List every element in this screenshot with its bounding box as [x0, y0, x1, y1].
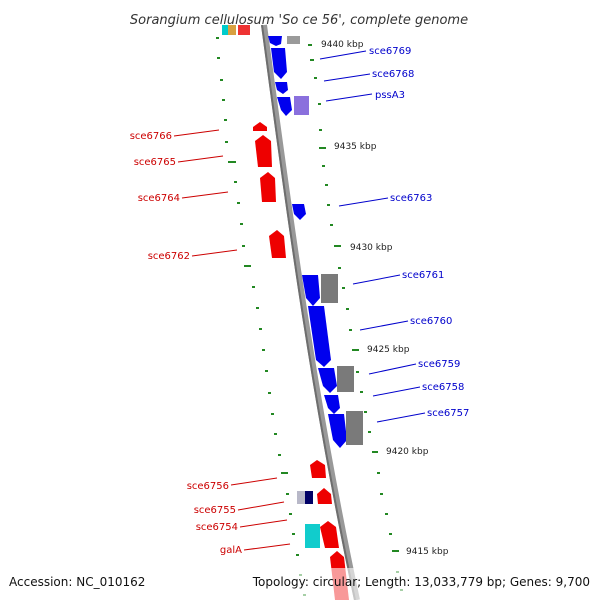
gene-sce6756-arrow — [310, 460, 326, 478]
gene-sce6758-arrow — [324, 395, 340, 414]
genome-backbone-shade — [261, 24, 356, 600]
gene-label-sce6766[interactable]: sce6766 — [130, 131, 172, 142]
map-title: Sorangium cellulosum 'So ce 56', complet… — [130, 13, 468, 28]
footer-band — [0, 568, 600, 600]
gene-label-sce6764[interactable]: sce6764 — [138, 193, 180, 204]
gene-gala-cyan — [305, 524, 320, 548]
gene-sce6762-arrow — [269, 230, 286, 258]
gene-sce6768-arrow — [271, 48, 287, 79]
outer-tick-track — [308, 44, 403, 591]
gene-label-sce6769[interactable]: sce6769 — [369, 46, 411, 57]
gene-pssa3-arrow — [277, 97, 292, 116]
gene-sce6763-arrow — [292, 204, 306, 220]
gene-label-sce6756[interactable]: sce6756 — [187, 481, 229, 492]
gene-label-pssa3[interactable]: pssA3 — [375, 90, 405, 101]
gene-sce6765-arrow — [255, 135, 272, 167]
top-edge-genes — [222, 25, 250, 35]
forward-gene-labels: sce6769 sce6768 pssA3 sce6763 sce6761 sc… — [369, 46, 469, 419]
gene-sce6769-arrow — [268, 36, 282, 46]
gene-sce6761-grey — [321, 274, 338, 303]
gene-sce6754-arrow — [320, 521, 339, 548]
kbp-marker: 9430 kbp — [350, 243, 393, 253]
gene-label-sce6763[interactable]: sce6763 — [390, 193, 432, 204]
gene-sce6757-arrow — [328, 414, 347, 448]
kbp-markers: 9440 kbp 9435 kbp 9430 kbp 9425 kbp 9420… — [321, 40, 449, 557]
gene-label-gala[interactable]: galA — [220, 545, 242, 556]
gene-sce6764-arrow — [260, 172, 276, 202]
accession-text: Accession: NC_010162 — [9, 575, 145, 589]
gene-sce6759-grey — [337, 366, 354, 392]
gene-label-sce6768[interactable]: sce6768 — [372, 69, 414, 80]
gene-sce6768b-arrow — [275, 82, 288, 94]
gene-sce6766-arrow — [253, 122, 267, 131]
gene-sce6755-light — [297, 491, 305, 504]
pseudo-gene-top — [287, 36, 300, 44]
reverse-strand-genes — [253, 122, 349, 600]
gene-label-sce6760[interactable]: sce6760 — [410, 316, 452, 327]
gene-label-sce6755[interactable]: sce6755 — [194, 505, 236, 516]
forward-leader-lines — [319, 50, 426, 423]
reverse-leader-lines — [173, 129, 291, 551]
gene-label-sce6757[interactable]: sce6757 — [427, 408, 469, 419]
gene-sce6760-arrow — [308, 306, 331, 367]
topology-text: Topology: circular; Length: 13,033,779 b… — [252, 575, 590, 589]
kbp-marker: 9415 kbp — [406, 547, 449, 557]
gene-label-sce6758[interactable]: sce6758 — [422, 382, 464, 393]
gene-label-sce6762[interactable]: sce6762 — [148, 251, 190, 262]
kbp-marker: 9440 kbp — [321, 40, 364, 50]
gene-label-sce6761[interactable]: sce6761 — [402, 270, 444, 281]
gene-sce6757-grey — [346, 411, 363, 445]
gene-label-sce6765[interactable]: sce6765 — [134, 157, 176, 168]
inner-tick-track — [216, 37, 306, 596]
genome-backbone — [261, 24, 360, 600]
reverse-gene-labels: sce6766 sce6765 sce6764 sce6762 sce6756 … — [130, 131, 242, 556]
gene-label-sce6759[interactable]: sce6759 — [418, 359, 460, 370]
gene-sce6761-arrow — [302, 275, 320, 306]
kbp-marker: 9435 kbp — [334, 142, 377, 152]
gene-label-sce6754[interactable]: sce6754 — [196, 522, 238, 533]
gene-pssa3-purple — [294, 96, 309, 115]
forward-strand-genes — [268, 36, 363, 448]
kbp-marker: 9425 kbp — [367, 345, 410, 355]
gene-sce6755-dark — [305, 491, 313, 504]
gene-sce6759-arrow — [318, 368, 337, 393]
kbp-marker: 9420 kbp — [386, 447, 429, 457]
gene-sce6755-arrow — [317, 488, 332, 504]
